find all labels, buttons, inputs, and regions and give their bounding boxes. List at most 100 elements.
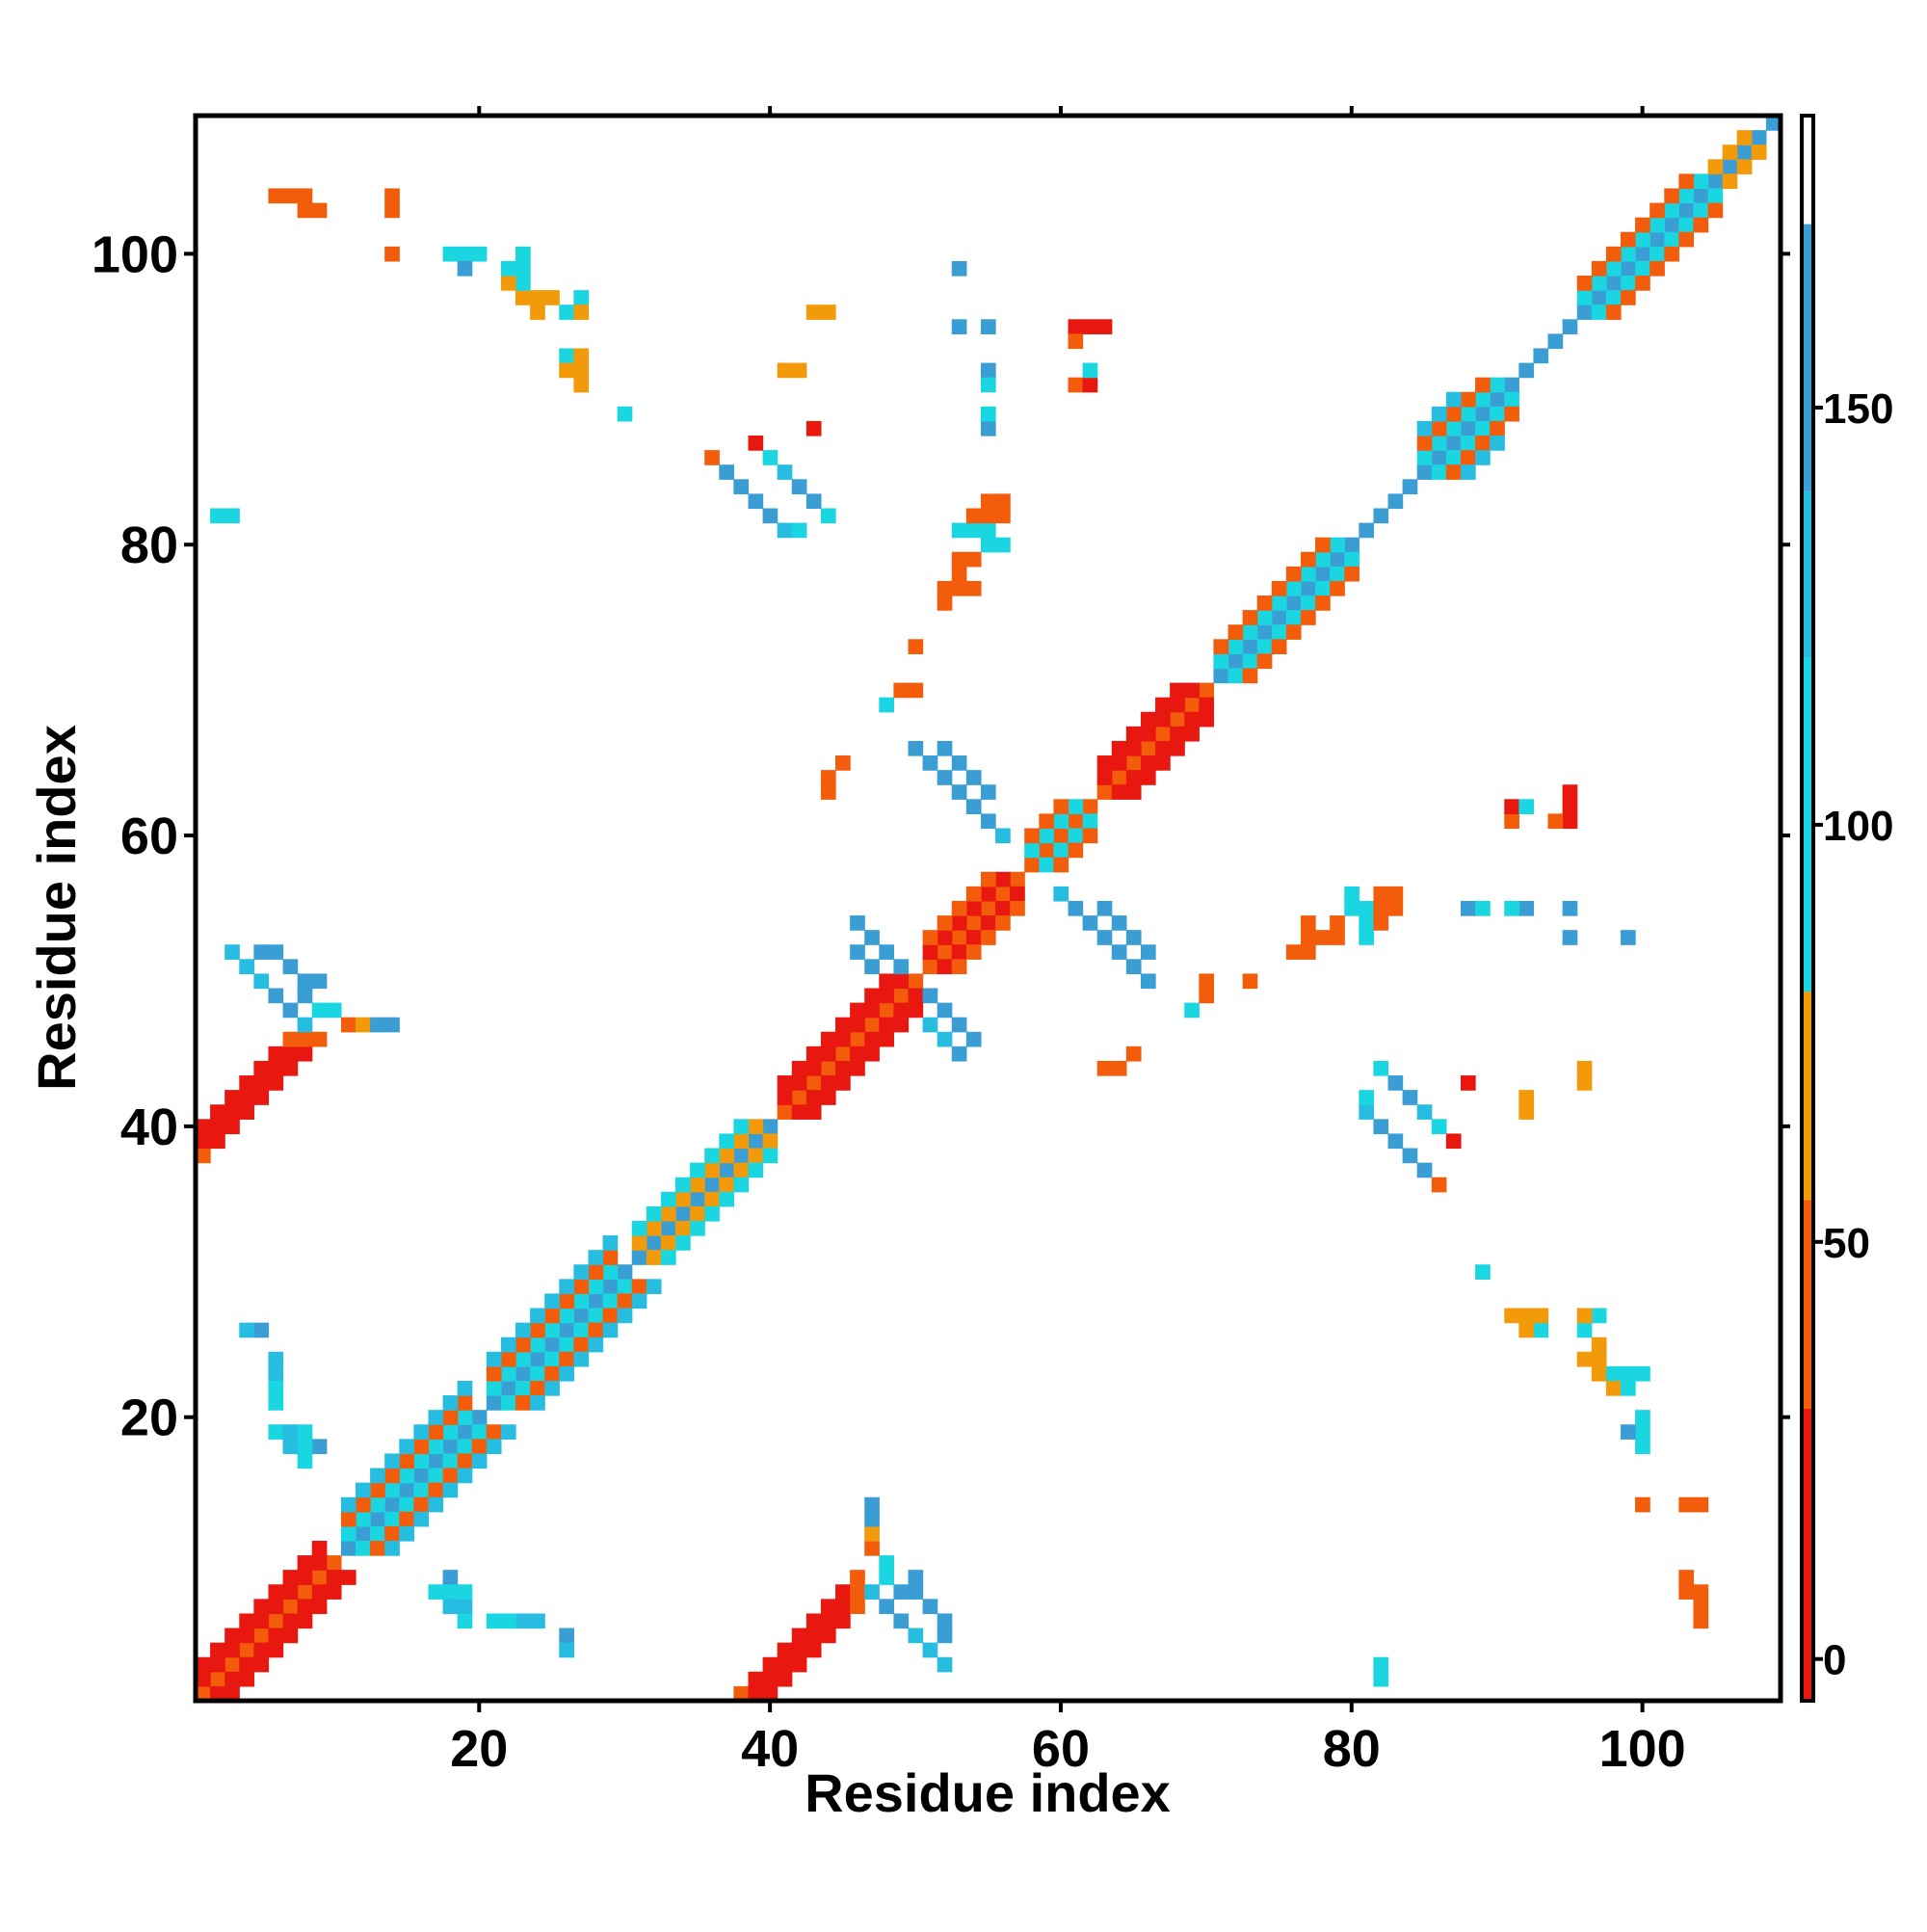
heatmap-cell: [1475, 900, 1491, 916]
heatmap-cell: [893, 1017, 910, 1033]
heatmap-cell: [282, 1002, 299, 1019]
heatmap-cell: [268, 1075, 284, 1091]
heatmap-cell: [951, 551, 967, 568]
heatmap-cell: [965, 915, 982, 931]
heatmap-cell: [384, 1453, 400, 1469]
heatmap-cell: [1504, 406, 1519, 422]
heatmap-cell: [660, 1220, 676, 1236]
heatmap-cell: [1285, 566, 1302, 582]
heatmap-cell: [733, 1177, 750, 1193]
heatmap-cell: [835, 1017, 851, 1033]
heatmap-cell: [413, 1496, 430, 1513]
heatmap-cell: [864, 1045, 880, 1062]
heatmap-cell: [1693, 217, 1709, 233]
heatmap-cell: [1387, 1133, 1404, 1150]
heatmap-cell: [1664, 217, 1679, 233]
heatmap-cell: [1024, 857, 1040, 873]
heatmap-cell: [1213, 668, 1229, 684]
heatmap-cell: [530, 304, 545, 320]
heatmap-cell: [893, 682, 910, 699]
heatmap-cell: [980, 537, 996, 553]
heatmap-cell: [196, 1119, 211, 1135]
heatmap-cell: [196, 1685, 211, 1702]
heatmap-cell: [748, 1148, 764, 1164]
heatmap-cell: [733, 1148, 750, 1164]
heatmap-cell: [1199, 711, 1215, 728]
heatmap-cell: [1620, 1365, 1636, 1382]
heatmap-cell: [1082, 915, 1098, 931]
heatmap-cell: [1285, 610, 1302, 625]
heatmap-cell: [530, 1380, 545, 1396]
heatmap-cell: [1140, 755, 1156, 771]
heatmap-cell: [297, 1555, 313, 1571]
heatmap-cell: [1125, 726, 1142, 742]
heatmap-cell: [268, 944, 284, 960]
heatmap-cell: [951, 915, 967, 931]
heatmap-cells: [196, 116, 1782, 1702]
heatmap-cell: [486, 1439, 502, 1455]
heatmap-cell: [210, 1671, 225, 1687]
heatmap-cell: [1664, 246, 1679, 262]
heatmap-cell: [1475, 391, 1491, 408]
heatmap-cell: [297, 1031, 313, 1047]
heatmap-cell: [1635, 1439, 1650, 1455]
heatmap-cell: [297, 1584, 313, 1600]
heatmap-cell: [268, 1365, 284, 1382]
heatmap-cell: [937, 959, 953, 975]
heatmap-cell: [1170, 697, 1185, 713]
heatmap-cell: [224, 1685, 240, 1702]
heatmap-cell: [1504, 1308, 1519, 1324]
heatmap-cell: [690, 1177, 705, 1193]
heatmap-cell: [1271, 610, 1287, 625]
heatmap-cell: [951, 260, 967, 277]
heatmap-cell: [573, 1308, 590, 1324]
heatmap-cell: [311, 1584, 328, 1600]
heatmap-cell: [239, 1104, 254, 1120]
heatmap-cell: [791, 479, 807, 494]
heatmap-cell: [980, 508, 996, 524]
heatmap-cell: [311, 1599, 328, 1615]
heatmap-cell: [879, 944, 894, 960]
heatmap-cell: [820, 1599, 836, 1615]
heatmap-cell: [835, 1031, 851, 1047]
heatmap-cell: [719, 1148, 734, 1164]
heatmap-cell: [1562, 799, 1578, 814]
heatmap-cell: [1285, 595, 1302, 611]
heatmap-cell: [864, 1496, 880, 1513]
heatmap-cell: [922, 1017, 938, 1033]
heatmap-cell: [1039, 857, 1055, 873]
heatmap-cell: [428, 1439, 444, 1455]
heatmap-cell: [268, 1060, 284, 1076]
heatmap-cell: [1533, 1308, 1549, 1324]
heatmap-cell: [1591, 1351, 1607, 1367]
heatmap-cell: [1736, 145, 1753, 160]
heatmap-cell: [471, 1439, 488, 1455]
heatmap-cell: [646, 1235, 662, 1251]
heatmap-cell: [559, 1308, 574, 1324]
heatmap-cell: [1068, 813, 1084, 830]
heatmap-cell: [1605, 290, 1622, 305]
heatmap-cell: [515, 276, 531, 291]
heatmap-cell: [1460, 1075, 1476, 1091]
heatmap-cell: [791, 362, 807, 379]
heatmap-cell: [995, 508, 1011, 524]
heatmap-cell: [1620, 1424, 1636, 1440]
heatmap-cell: [762, 1148, 779, 1164]
heatmap-cell: [573, 1293, 590, 1310]
heatmap-cell: [253, 1599, 270, 1615]
heatmap-cell: [805, 1060, 822, 1076]
heatmap-cell: [1242, 624, 1258, 640]
heatmap-cell: [1722, 145, 1738, 160]
heatmap-cell: [1082, 319, 1098, 334]
heatmap-cell: [704, 450, 720, 465]
heatmap-cell: [239, 1075, 254, 1091]
heatmap-cell: [1504, 813, 1519, 830]
colorbar-tick-label: 150: [1823, 385, 1893, 433]
heatmap-cell: [1096, 755, 1113, 771]
heatmap-cell: [573, 304, 590, 320]
heatmap-cell: [500, 1424, 516, 1440]
heatmap-cell: [602, 1264, 619, 1280]
heatmap-cell: [820, 1031, 836, 1047]
heatmap-cell: [253, 1628, 270, 1644]
